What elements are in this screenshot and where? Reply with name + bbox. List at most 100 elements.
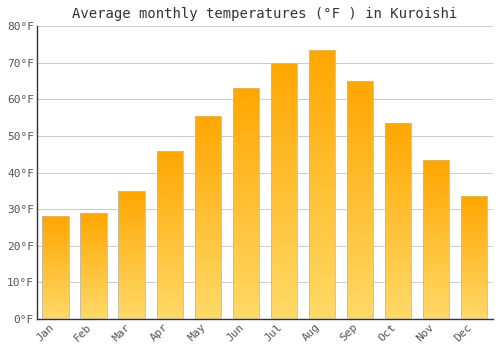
Bar bbox=[384, 258, 411, 260]
Bar bbox=[422, 313, 450, 315]
Bar bbox=[156, 216, 183, 218]
Bar bbox=[270, 226, 297, 229]
Bar bbox=[460, 244, 487, 245]
Bar bbox=[384, 294, 411, 297]
Bar bbox=[422, 305, 450, 307]
Bar bbox=[384, 153, 411, 155]
Bar bbox=[42, 306, 69, 307]
Bar bbox=[384, 262, 411, 265]
Bar bbox=[384, 224, 411, 226]
Bar bbox=[384, 292, 411, 294]
Bar bbox=[156, 283, 183, 285]
Bar bbox=[308, 168, 335, 171]
Bar bbox=[156, 210, 183, 212]
Bar bbox=[42, 273, 69, 274]
Bar bbox=[80, 317, 107, 319]
Bar bbox=[80, 303, 107, 304]
Bar bbox=[80, 245, 107, 246]
Bar bbox=[270, 207, 297, 210]
Bar bbox=[156, 169, 183, 172]
Bar bbox=[118, 202, 145, 204]
Bar bbox=[422, 295, 450, 297]
Bar bbox=[384, 128, 411, 131]
Bar bbox=[118, 268, 145, 269]
Bar bbox=[118, 196, 145, 197]
Bar bbox=[346, 81, 374, 84]
Bar bbox=[232, 209, 259, 212]
Bar bbox=[80, 312, 107, 314]
Bar bbox=[194, 243, 221, 245]
Bar bbox=[118, 252, 145, 253]
Bar bbox=[232, 120, 259, 123]
Bar bbox=[384, 214, 411, 216]
Bar bbox=[80, 280, 107, 282]
Bar bbox=[80, 304, 107, 306]
Bar bbox=[118, 231, 145, 232]
Bar bbox=[422, 267, 450, 269]
Bar bbox=[384, 280, 411, 282]
Bar bbox=[42, 216, 69, 218]
Bar bbox=[80, 243, 107, 245]
Bar bbox=[270, 143, 297, 146]
Bar bbox=[156, 268, 183, 271]
Bar bbox=[308, 241, 335, 245]
Bar bbox=[384, 272, 411, 275]
Bar bbox=[232, 152, 259, 155]
Bar bbox=[460, 227, 487, 229]
Bar bbox=[308, 289, 335, 292]
Bar bbox=[308, 292, 335, 295]
Bar bbox=[460, 256, 487, 258]
Bar bbox=[156, 150, 183, 319]
Bar bbox=[156, 226, 183, 229]
Bar bbox=[270, 232, 297, 236]
Bar bbox=[384, 302, 411, 304]
Bar bbox=[194, 271, 221, 273]
Bar bbox=[422, 217, 450, 219]
Bar bbox=[384, 307, 411, 309]
Bar bbox=[118, 308, 145, 309]
Bar bbox=[80, 314, 107, 315]
Bar bbox=[346, 200, 374, 203]
Bar bbox=[80, 229, 107, 230]
Bar bbox=[42, 219, 69, 220]
Bar bbox=[308, 178, 335, 181]
Bar bbox=[460, 311, 487, 313]
Bar bbox=[460, 294, 487, 296]
Bar bbox=[460, 229, 487, 230]
Bar bbox=[422, 269, 450, 271]
Bar bbox=[118, 253, 145, 255]
Bar bbox=[308, 201, 335, 205]
Bar bbox=[194, 288, 221, 291]
Bar bbox=[232, 163, 259, 166]
Bar bbox=[460, 222, 487, 224]
Bar bbox=[194, 273, 221, 276]
Bar bbox=[422, 202, 450, 204]
Bar bbox=[194, 210, 221, 212]
Bar bbox=[422, 197, 450, 199]
Bar bbox=[118, 213, 145, 215]
Bar bbox=[270, 316, 297, 319]
Bar bbox=[194, 284, 221, 286]
Bar bbox=[42, 313, 69, 314]
Bar bbox=[422, 273, 450, 275]
Bar bbox=[346, 259, 374, 262]
Bar bbox=[460, 216, 487, 218]
Bar bbox=[42, 314, 69, 315]
Bar bbox=[422, 164, 450, 166]
Bar bbox=[232, 106, 259, 108]
Bar bbox=[270, 82, 297, 85]
Bar bbox=[42, 284, 69, 286]
Bar bbox=[384, 155, 411, 158]
Bar bbox=[422, 247, 450, 249]
Bar bbox=[232, 187, 259, 189]
Bar bbox=[194, 286, 221, 288]
Bar bbox=[270, 146, 297, 149]
Bar bbox=[346, 132, 374, 135]
Bar bbox=[232, 258, 259, 261]
Bar bbox=[42, 258, 69, 259]
Bar bbox=[384, 158, 411, 160]
Bar bbox=[156, 273, 183, 275]
Bar bbox=[422, 261, 450, 263]
Bar bbox=[460, 291, 487, 293]
Bar bbox=[118, 273, 145, 274]
